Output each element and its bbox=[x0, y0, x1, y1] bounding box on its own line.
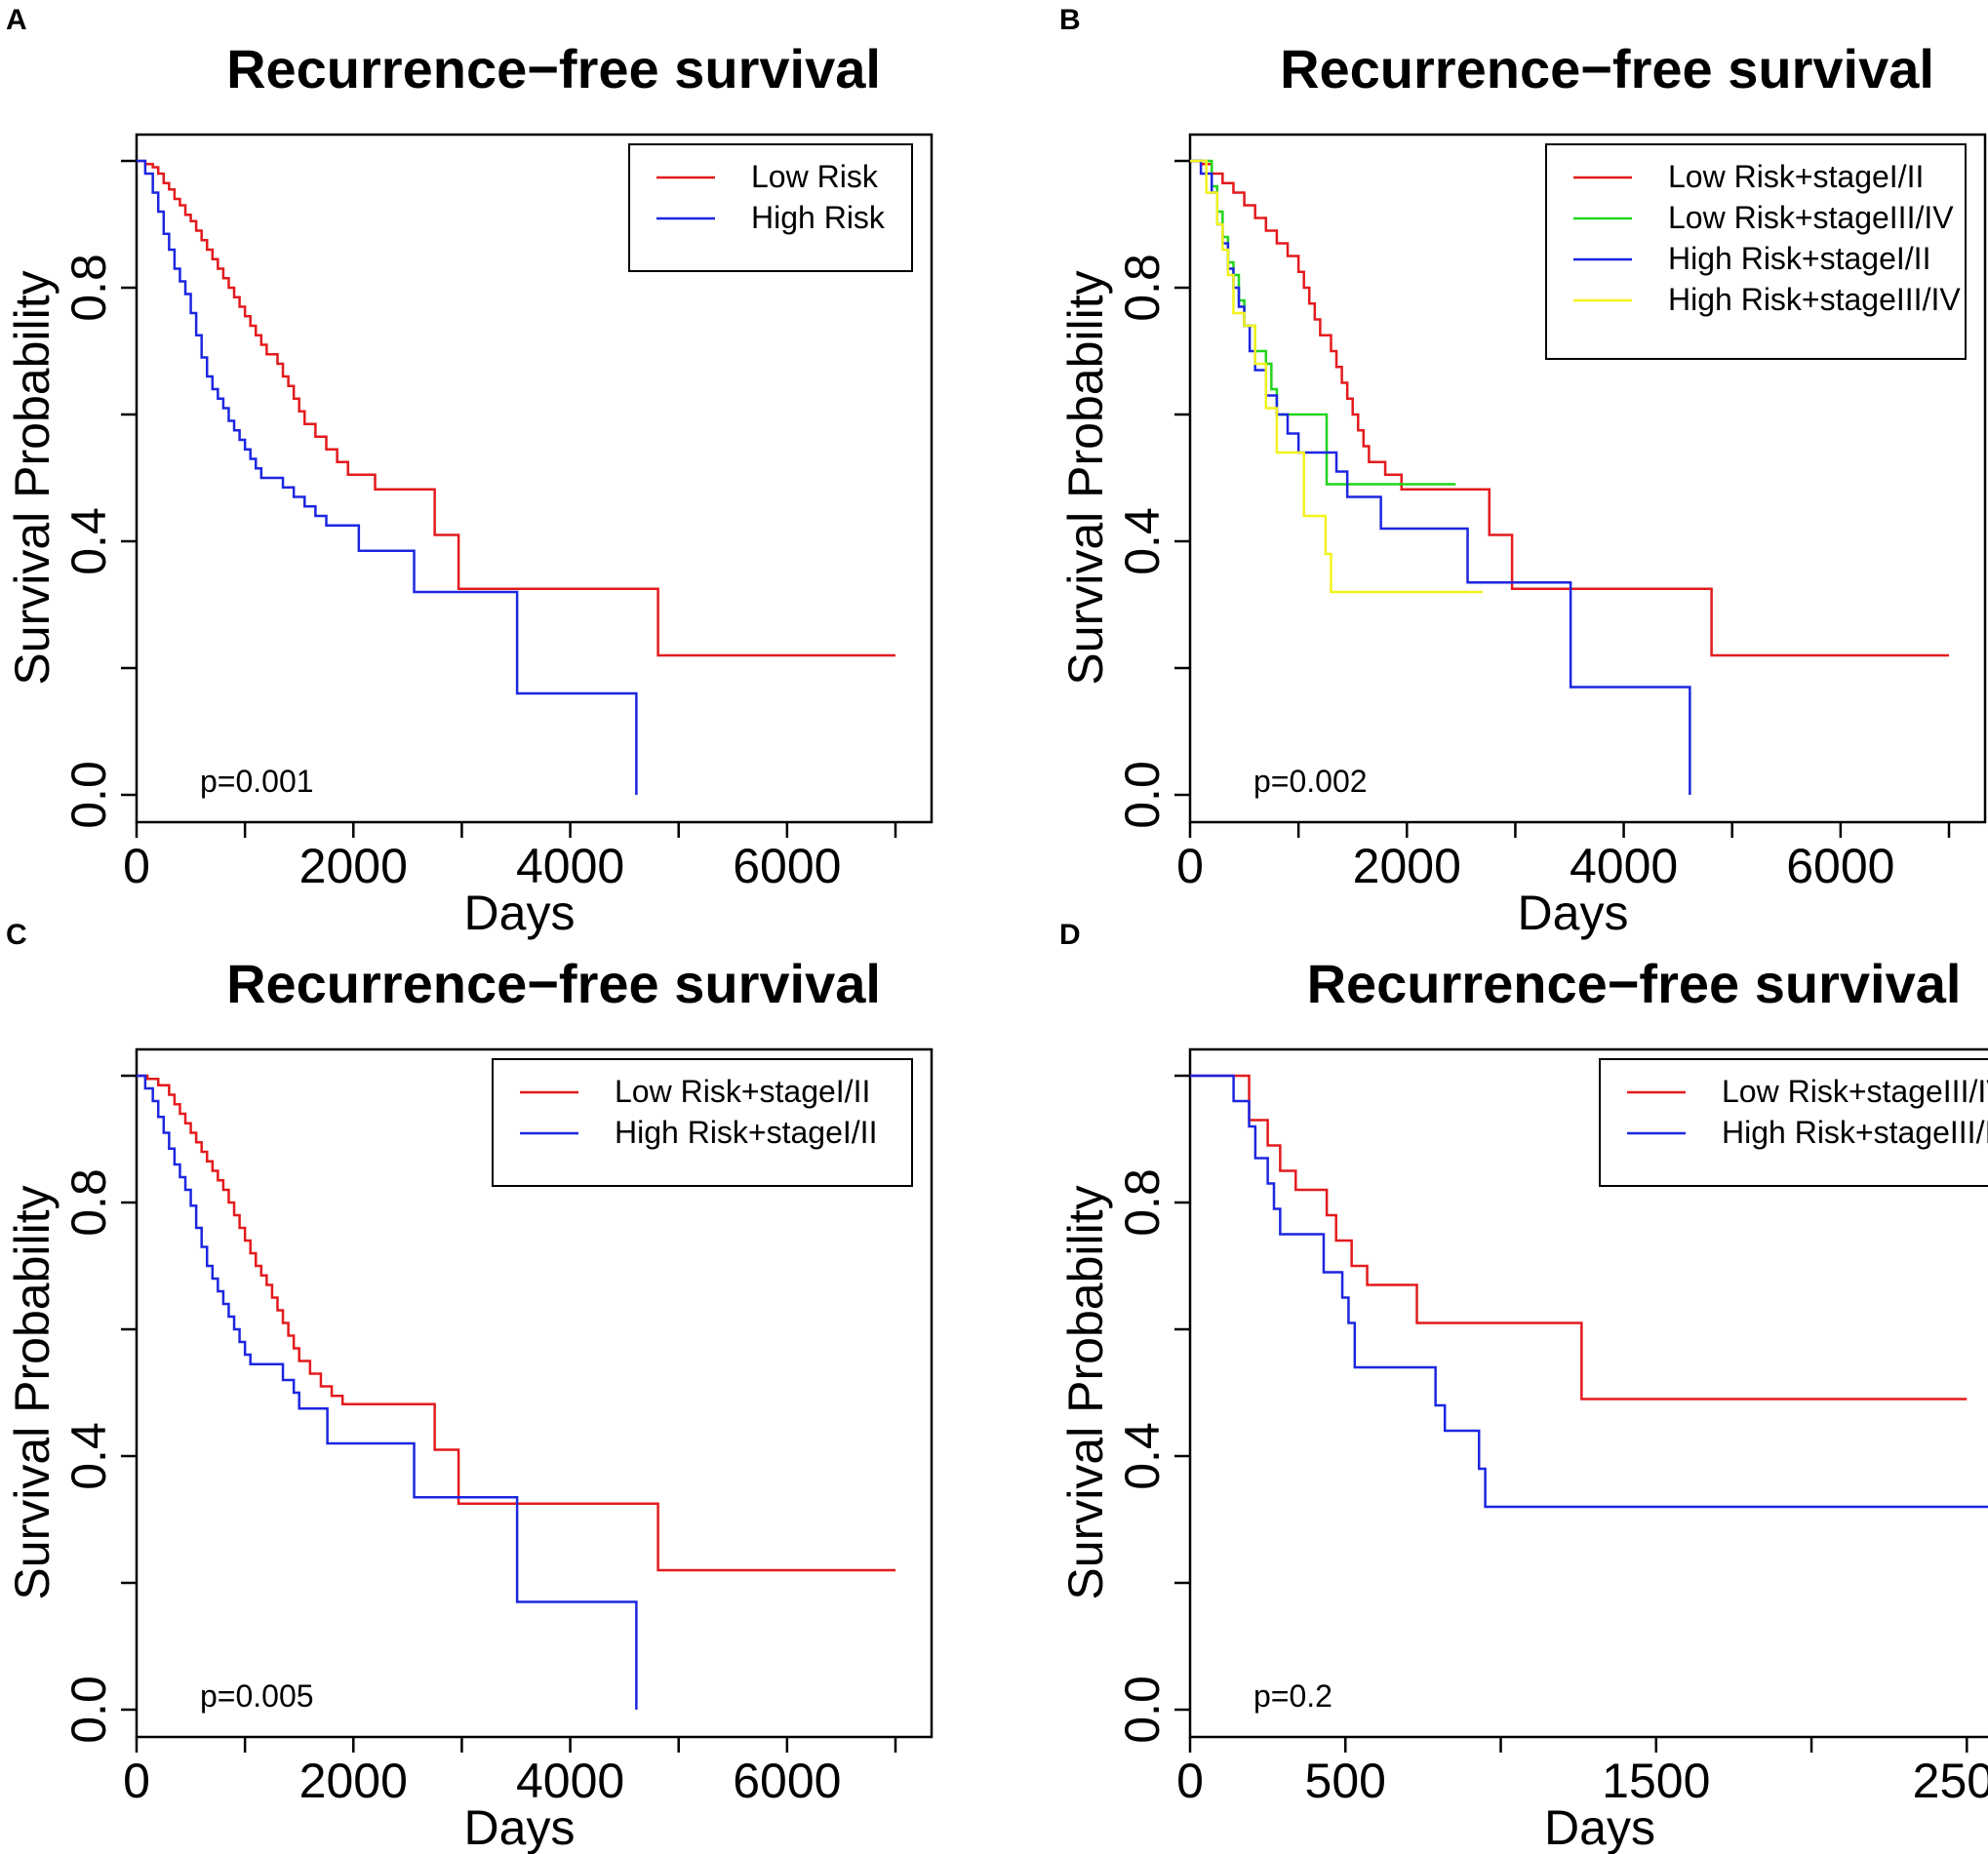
x-axis-label: Days bbox=[464, 1800, 576, 1854]
p-value: p=0.001 bbox=[200, 764, 314, 799]
y-tick-label: 0.0 bbox=[61, 1676, 116, 1744]
x-axis-label: Days bbox=[1518, 886, 1629, 940]
x-tick-label: 6000 bbox=[1786, 839, 1894, 893]
panel-letter: A bbox=[6, 4, 27, 36]
series-low-risk-stageiii-iv-line bbox=[1190, 159, 1456, 486]
x-tick-label: 6000 bbox=[733, 839, 841, 893]
series-high-risk-line bbox=[137, 159, 638, 795]
chart-title: Recurrence−free survival bbox=[1307, 953, 1962, 1014]
chart-title: Recurrence−free survival bbox=[226, 953, 881, 1014]
legend-box bbox=[628, 143, 913, 272]
x-tick-label: 0 bbox=[123, 839, 150, 893]
plot-frame bbox=[1188, 133, 1987, 824]
legend-label: Low Risk+stageIII/IV bbox=[1722, 1074, 1988, 1109]
y-tick-label: 0.8 bbox=[61, 254, 116, 322]
chart-title: Recurrence−free survival bbox=[226, 38, 881, 99]
x-axis-label: Days bbox=[464, 886, 576, 940]
series-high-risk-stageiii-iv-line bbox=[1190, 1074, 1988, 1509]
series-high-risk-stagei-ii-line bbox=[137, 1074, 638, 1710]
series-low-risk-stageiii-iv-line bbox=[1190, 1074, 1968, 1400]
y-axis-label: Survival Probability bbox=[1058, 1185, 1113, 1599]
y-tick-label: 0.4 bbox=[1115, 507, 1170, 575]
legend-label: High Risk+stageI/II bbox=[1668, 241, 1930, 276]
legend: Low Risk High Risk bbox=[628, 143, 913, 272]
y-tick-label: 0.8 bbox=[1115, 1168, 1170, 1237]
plot-frame bbox=[135, 1047, 934, 1739]
x-tick-label: 0 bbox=[1176, 839, 1204, 893]
panel-letter: C bbox=[6, 919, 27, 951]
series-low-risk-stagei-ii-line bbox=[1190, 159, 1949, 657]
y-tick-label: 0.4 bbox=[61, 1422, 116, 1490]
y-axis-label: Survival Probability bbox=[5, 1185, 60, 1599]
x-tick-label: 4000 bbox=[1570, 839, 1678, 893]
y-tick-label: 0.8 bbox=[61, 1168, 116, 1237]
panel-a: A Recurrence−free survival 0 2000 4000 6000 0.… bbox=[5, 4, 934, 940]
plot-frame bbox=[135, 133, 934, 824]
x-tick-label: 500 bbox=[1305, 1754, 1386, 1808]
x-axis-label: Days bbox=[1544, 1800, 1655, 1854]
x-tick-label: 6000 bbox=[733, 1754, 841, 1808]
y-tick-label: 0.8 bbox=[1115, 254, 1170, 322]
legend: Low Risk+stageIII/IV High Risk+stageIII/I… bbox=[1599, 1058, 1988, 1187]
x-tick-label: 1500 bbox=[1602, 1754, 1710, 1808]
y-tick-label: 0.4 bbox=[1115, 1422, 1170, 1490]
legend-box bbox=[1545, 143, 1967, 360]
x-tick-label: 4000 bbox=[516, 839, 624, 893]
panel-c: C Recurrence−free survival 0 2000 4000 6000 0.… bbox=[5, 919, 934, 1854]
legend-box bbox=[492, 1058, 913, 1187]
y-tick-label: 0.0 bbox=[61, 761, 116, 829]
legend-box bbox=[1599, 1058, 1988, 1187]
y-tick-label: 0.0 bbox=[1115, 761, 1170, 829]
x-tick-label: 4000 bbox=[516, 1754, 624, 1808]
x-tick-label: 2000 bbox=[1353, 839, 1461, 893]
y-tick-label: 0.0 bbox=[1115, 1676, 1170, 1744]
panel-letter: D bbox=[1059, 919, 1081, 951]
legend-label: High Risk+stageIII/IV bbox=[1668, 282, 1961, 317]
legend-label: Low Risk+stageI/II bbox=[1668, 159, 1924, 194]
legend-label: Low Risk+stageI/II bbox=[615, 1074, 870, 1109]
legend-label: High Risk+stageIII/IV bbox=[1722, 1115, 1988, 1150]
panel-b: B Recurrence−free survival 0 2000 4000 6000 0.… bbox=[1058, 4, 1987, 940]
panel-letter: B bbox=[1059, 4, 1081, 36]
x-tick-label: 0 bbox=[1176, 1754, 1204, 1808]
series-high-risk-stageiii-iv-line bbox=[1190, 159, 1484, 594]
legend-label: Low Risk+stageIII/IV bbox=[1668, 200, 1954, 235]
x-tick-label: 0 bbox=[123, 1754, 150, 1808]
chart-title: Recurrence−free survival bbox=[1280, 38, 1934, 99]
legend-label: High Risk bbox=[751, 200, 886, 235]
y-tick-label: 0.4 bbox=[61, 507, 116, 575]
plot-frame bbox=[1188, 1047, 1988, 1739]
legend: Low Risk+stageI/II Low Risk+stageIII/IV Hi… bbox=[1545, 143, 1967, 360]
legend: Low Risk+stageI/II High Risk+stageI/II bbox=[492, 1058, 913, 1187]
series-low-risk-stagei-ii-line bbox=[137, 1074, 895, 1572]
x-tick-label: 2000 bbox=[299, 1754, 408, 1808]
legend-label: Low Risk bbox=[751, 159, 879, 194]
p-value: p=0.002 bbox=[1253, 764, 1368, 799]
y-axis-label: Survival Probability bbox=[5, 270, 60, 685]
y-axis-label: Survival Probability bbox=[1058, 270, 1113, 685]
p-value: p=0.2 bbox=[1253, 1678, 1332, 1714]
legend-label: High Risk+stageI/II bbox=[615, 1115, 877, 1150]
x-tick-label: 2000 bbox=[299, 839, 408, 893]
series-low-risk-line bbox=[137, 159, 895, 657]
p-value: p=0.005 bbox=[200, 1678, 314, 1714]
